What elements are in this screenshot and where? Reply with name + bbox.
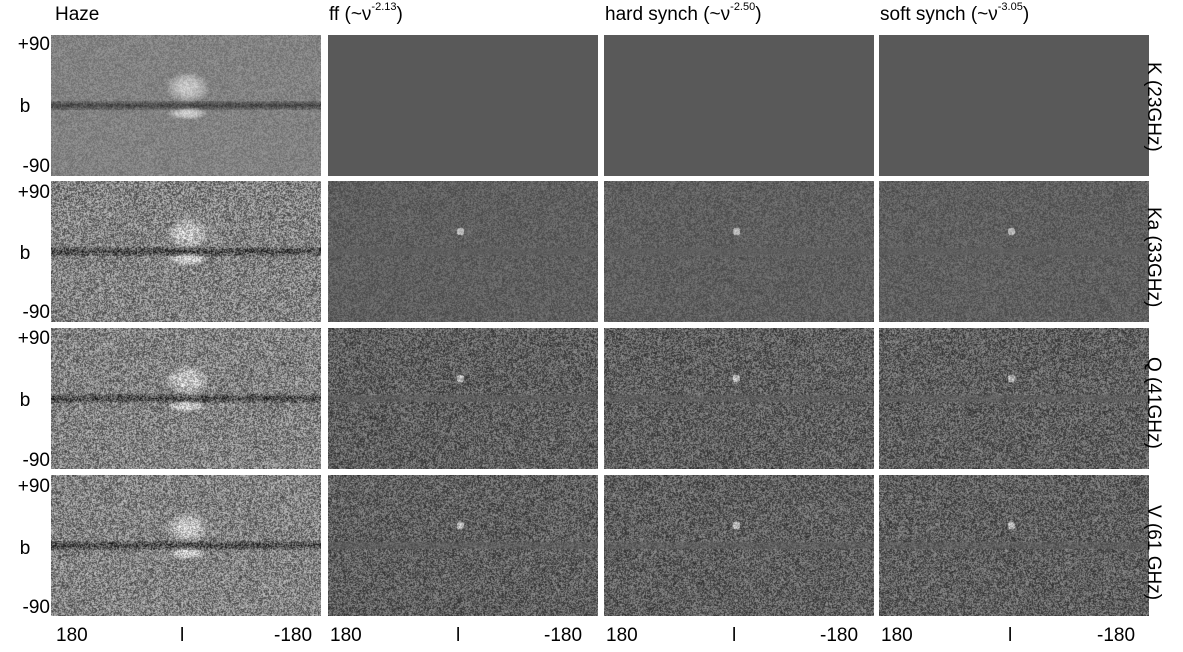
map-panel-ff-k [328, 35, 598, 176]
y-tick-bottom: -90 [22, 302, 50, 323]
y-axis-label: b [19, 538, 31, 559]
y-tick-top: +90 [17, 182, 50, 203]
x-tick-left: 180 [330, 625, 362, 646]
x-tick-right: -180 [1097, 625, 1136, 646]
row-label-v: V (61 GHz) [1143, 505, 1164, 601]
column-title-haze: Haze [55, 4, 100, 25]
y-axis-label: b [19, 390, 31, 411]
map-panel-soft-synch-k [879, 35, 1149, 176]
sky-map-image [879, 328, 1149, 469]
map-panel-hard-synch-ka [604, 181, 874, 322]
y-axis-label: b [19, 243, 31, 264]
sky-map-image [51, 328, 321, 469]
sky-map-image [51, 475, 321, 616]
y-tick-bottom: -90 [22, 156, 50, 177]
map-panel-soft-synch-ka [879, 181, 1149, 322]
sky-map-image [51, 181, 321, 322]
map-panel-haze-q [51, 328, 321, 469]
map-panel-hard-synch-k [604, 35, 874, 176]
y-tick-top: +90 [17, 328, 50, 349]
sky-map-image [879, 181, 1149, 322]
sky-map-image [51, 35, 321, 176]
map-panel-ff-q [328, 328, 598, 469]
x-axis-label: l [456, 625, 461, 646]
sky-map-image [328, 328, 598, 469]
column-title-soft-synch: soft synch (~ν-3.05) [880, 1, 1030, 25]
x-tick-left: 180 [56, 625, 88, 646]
map-panel-ff-ka [328, 181, 598, 322]
map-panel-haze-v [51, 475, 321, 616]
x-tick-left: 180 [606, 625, 638, 646]
column-title-hard-synch: hard synch (~ν-2.50) [605, 1, 762, 25]
y-tick-bottom: -90 [22, 597, 50, 618]
sky-map-image [604, 328, 874, 469]
map-panel-soft-synch-v [879, 475, 1149, 616]
x-axis-label: l [732, 625, 737, 646]
y-tick-bottom: -90 [22, 450, 50, 471]
x-tick-left: 180 [881, 625, 913, 646]
sky-map-image [604, 475, 874, 616]
map-panel-haze-k [51, 35, 321, 176]
row-label-ka: Ka (33GHz) [1143, 207, 1164, 308]
x-axis-label: l [180, 625, 185, 646]
x-tick-right: -180 [544, 625, 583, 646]
row-label-q: Q (41GHz) [1143, 357, 1164, 449]
map-panel-haze-ka [51, 181, 321, 322]
sky-map-image [879, 475, 1149, 616]
sky-map-image [328, 475, 598, 616]
x-tick-right: -180 [820, 625, 859, 646]
map-panel-ff-v [328, 475, 598, 616]
y-tick-top: +90 [17, 34, 50, 55]
x-tick-right: -180 [274, 625, 313, 646]
y-axis-label: b [19, 96, 31, 117]
map-panel-hard-synch-v [604, 475, 874, 616]
map-panel-hard-synch-q [604, 328, 874, 469]
y-tick-top: +90 [17, 476, 50, 497]
x-axis-label: l [1008, 625, 1013, 646]
sky-map-image [328, 181, 598, 322]
row-label-k: K (23GHz) [1143, 62, 1164, 152]
map-panel-soft-synch-q [879, 328, 1149, 469]
sky-map-image [604, 181, 874, 322]
column-title-ff: ff (~ν-2.13) [329, 1, 403, 25]
